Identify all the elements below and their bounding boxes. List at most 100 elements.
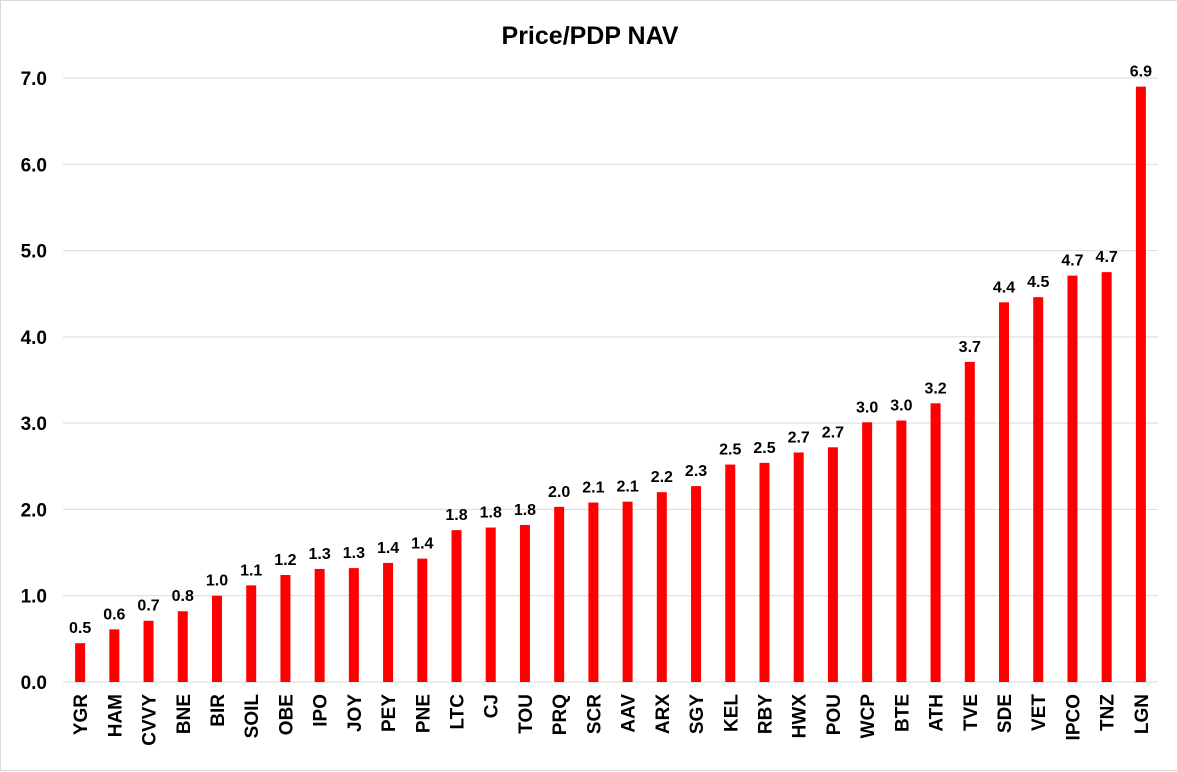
bar-bne [177, 611, 188, 682]
x-tick-bne: BNE [174, 694, 195, 734]
bar-tou [519, 524, 530, 682]
x-tick-wcp: WCP [858, 694, 879, 739]
bar-ham [109, 629, 120, 682]
data-label-ipo: 1.3 [309, 546, 331, 563]
data-label-sde: 4.4 [993, 279, 1015, 296]
data-label-lgn: 6.9 [1130, 64, 1152, 81]
data-label-soil: 1.1 [240, 562, 262, 579]
x-tick-bir: BIR [208, 694, 229, 727]
y-tick-label: 6.0 [21, 155, 47, 176]
x-tick-lgn: LGN [1132, 694, 1153, 734]
y-tick-label: 4.0 [21, 328, 47, 349]
bar-pou [827, 447, 838, 682]
data-label-pou: 2.7 [822, 424, 844, 441]
data-label-kel: 2.5 [719, 442, 741, 459]
bar-bir [211, 595, 222, 682]
x-tick-pou: POU [824, 694, 845, 735]
bar-sde [999, 302, 1010, 682]
data-label-vet: 4.5 [1027, 274, 1049, 291]
data-label-joy: 1.3 [343, 545, 365, 562]
data-label-obe: 1.2 [274, 552, 296, 569]
data-label-ham: 0.6 [103, 606, 125, 623]
data-label-pne: 1.4 [411, 536, 433, 553]
x-tick-tnz: TNZ [1098, 694, 1119, 731]
bar-sgy [691, 486, 702, 682]
x-tick-aav: AAV [619, 694, 640, 733]
bar-cj [485, 527, 496, 682]
x-tick-pne: PNE [413, 694, 434, 733]
data-label-tnz: 4.7 [1096, 249, 1118, 266]
bar-aav [622, 501, 633, 682]
bar-rby [759, 462, 770, 682]
data-label-scr: 2.1 [582, 480, 604, 497]
x-tick-cvvy: CVVY [140, 694, 161, 746]
data-label-prq: 2.0 [548, 484, 570, 501]
x-tick-tve: TVE [961, 694, 982, 731]
bar-ltc [451, 530, 462, 682]
chart-title: Price/PDP NAV [502, 22, 679, 50]
data-label-hwx: 2.7 [788, 429, 810, 446]
data-label-ath: 3.2 [924, 380, 946, 397]
data-label-rby: 2.5 [753, 440, 775, 457]
data-label-bte: 3.0 [890, 398, 912, 415]
bar-kel [725, 464, 736, 682]
data-label-pey: 1.4 [377, 540, 399, 557]
y-tick-label: 2.0 [21, 500, 47, 521]
bar-ath [930, 403, 941, 682]
data-label-cvvy: 0.7 [137, 598, 159, 615]
y-tick-label: 5.0 [21, 242, 47, 263]
bar-joy [348, 568, 359, 682]
bar-vet [1033, 297, 1044, 682]
data-label-ygr: 0.5 [69, 620, 91, 637]
bar-bte [896, 420, 907, 682]
bar-tnz [1101, 272, 1112, 682]
y-tick-label: 0.0 [21, 673, 47, 694]
bar-pne [417, 558, 428, 682]
x-tick-prq: PRQ [550, 694, 571, 735]
data-label-tou: 1.8 [514, 502, 536, 519]
bar-tve [964, 361, 975, 682]
x-tick-vet: VET [1029, 694, 1050, 731]
data-label-bir: 1.0 [206, 573, 228, 590]
x-tick-kel: KEL [721, 694, 742, 732]
data-label-cj: 1.8 [480, 505, 502, 522]
bar-scr [588, 502, 599, 682]
x-tick-rby: RBY [755, 694, 776, 734]
bar-wcp [862, 422, 873, 682]
x-tick-tou: TOU [516, 694, 537, 734]
x-tick-obe: OBE [276, 694, 297, 735]
x-tick-hwx: HWX [790, 694, 811, 739]
y-axis-ticks: 0.0 1.0 2.0 3.0 4.0 5.0 6.0 7.0 [21, 69, 47, 694]
x-tick-sgy: SGY [687, 694, 708, 734]
data-label-ipco: 4.7 [1061, 253, 1083, 270]
x-tick-scr: SCR [584, 694, 605, 734]
x-axis-ticks: YGR HAM CVVY BNE BIR SOIL OBE IPO JOY PEY PNE LTC CJ… [71, 694, 1153, 746]
bar-ipco [1067, 275, 1078, 682]
x-tick-pey: PEY [379, 694, 400, 732]
x-tick-joy: JOY [345, 694, 366, 732]
data-label-arx: 2.2 [651, 469, 673, 486]
y-tick-label: 1.0 [21, 587, 47, 608]
gridlines [63, 77, 1158, 683]
bar-pey [383, 562, 394, 682]
data-label-aav: 2.1 [616, 479, 638, 496]
data-label-sgy: 2.3 [685, 463, 707, 480]
x-tick-ltc: LTC [448, 694, 469, 730]
x-tick-ipo: IPO [311, 694, 332, 727]
bar-cvvy [143, 620, 154, 682]
data-label-tve: 3.7 [959, 339, 981, 356]
data-label-ltc: 1.8 [445, 507, 467, 524]
x-tick-ham: HAM [105, 694, 126, 737]
bar-hwx [793, 452, 804, 682]
x-tick-ygr: YGR [71, 694, 92, 735]
bar-ipo [314, 568, 325, 682]
bar-prq [554, 506, 565, 682]
data-label-bne: 0.8 [172, 588, 194, 605]
bar-arx [656, 492, 667, 682]
y-tick-label: 7.0 [21, 69, 47, 90]
x-tick-arx: ARX [653, 694, 674, 734]
bar-obe [280, 575, 291, 682]
bar-lgn [1135, 86, 1146, 683]
